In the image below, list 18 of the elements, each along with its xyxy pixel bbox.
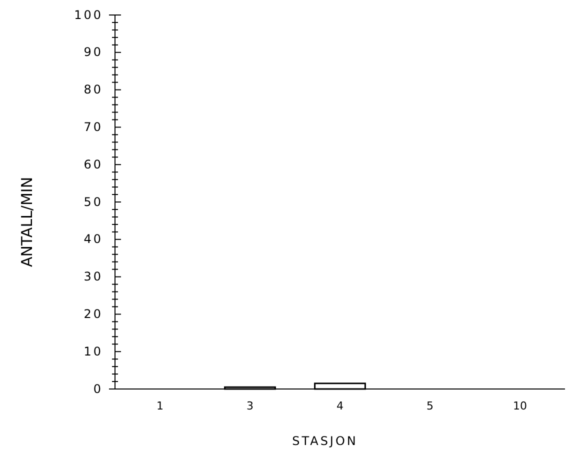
x-tick-label: 10 [513, 400, 527, 413]
x-tick-label: 1 [156, 400, 164, 413]
x-tick-label: 5 [426, 400, 434, 413]
y-tick-label: 10 [84, 344, 103, 358]
y-tick-label: 70 [84, 120, 103, 134]
y-tick-label: 30 [84, 270, 103, 284]
y-tick-label: 100 [74, 8, 103, 22]
y-tick-label: 80 [84, 82, 103, 97]
y-tick-label: 40 [84, 232, 103, 246]
y-tick-label: 90 [84, 45, 103, 60]
y-axis-title: ANTALL/MIN [18, 176, 36, 268]
y-tick-label: 0 [93, 382, 103, 396]
x-tick-label: 4 [336, 400, 344, 413]
x-axis-title: STASJON [292, 434, 358, 448]
y-tick-label: 50 [84, 194, 103, 209]
y-tick-label: 20 [84, 307, 103, 322]
x-tick-label: 3 [246, 400, 254, 413]
y-tick-label: 60 [84, 157, 103, 172]
